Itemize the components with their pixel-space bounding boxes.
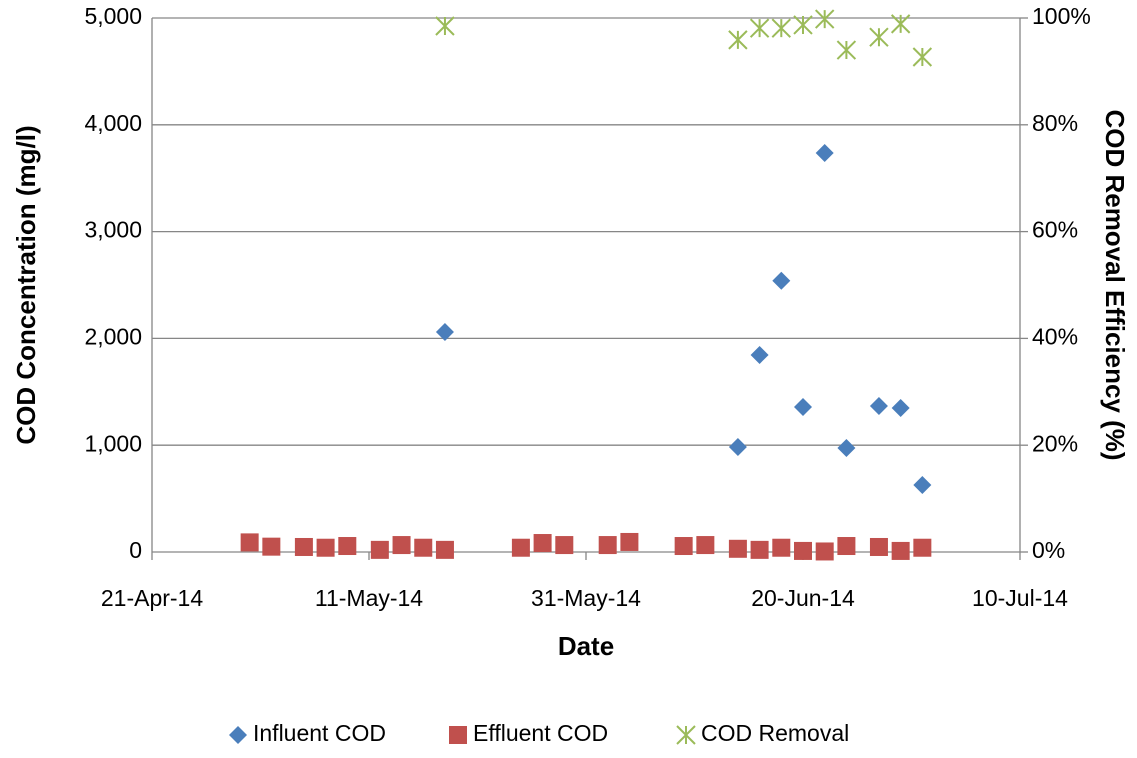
y2-tick-label: 40% <box>1032 323 1078 349</box>
point <box>392 536 411 555</box>
point <box>435 322 454 341</box>
point <box>794 541 812 560</box>
x-axis-title: Date <box>558 631 614 661</box>
point <box>240 533 259 552</box>
point <box>674 537 693 556</box>
y2-tick-label: 100% <box>1032 3 1091 29</box>
point <box>696 536 715 555</box>
point <box>620 532 639 551</box>
y2-tick-label: 80% <box>1032 110 1078 136</box>
point <box>912 47 933 67</box>
point <box>772 538 791 557</box>
point <box>837 438 856 457</box>
point <box>749 18 770 38</box>
point <box>555 536 574 555</box>
point <box>316 538 335 557</box>
point <box>793 15 813 35</box>
x-tick-label: 31-May-14 <box>531 585 641 611</box>
point <box>869 397 888 416</box>
point <box>814 9 835 29</box>
point <box>890 14 911 34</box>
point <box>891 541 910 560</box>
x-tick-label: 10-Jul-14 <box>972 585 1068 611</box>
point <box>869 27 889 47</box>
point <box>728 30 748 50</box>
y2-tick-label: 60% <box>1032 217 1078 243</box>
x-tick-label: 21-Apr-14 <box>101 585 203 611</box>
y-tick-label: 0 <box>129 537 142 563</box>
y-tick-label: 3,000 <box>84 217 142 243</box>
point <box>533 534 552 553</box>
legend-label: Influent COD <box>253 720 386 746</box>
point <box>891 399 910 418</box>
y-tick-label: 4,000 <box>84 110 142 136</box>
x-tick-label: 20-Jun-14 <box>751 585 855 611</box>
point <box>750 540 769 559</box>
legend-marker <box>676 725 696 745</box>
y2-tick-label: 0% <box>1032 537 1065 563</box>
point <box>836 40 857 60</box>
point <box>815 542 834 561</box>
point <box>913 476 932 495</box>
legend-marker <box>229 726 247 744</box>
y2-tick-label: 20% <box>1032 430 1078 456</box>
point <box>771 18 792 38</box>
point <box>815 143 834 162</box>
point <box>750 345 769 364</box>
y-tick-label: 5,000 <box>84 3 142 29</box>
point <box>794 397 812 416</box>
point <box>435 540 454 559</box>
point <box>262 537 281 556</box>
point <box>869 537 888 556</box>
legend-label: Effluent COD <box>473 720 608 746</box>
point <box>728 539 747 558</box>
point <box>598 536 617 555</box>
point <box>772 271 791 290</box>
y-tick-label: 1,000 <box>84 430 142 456</box>
x-tick-label: 11-May-14 <box>315 585 423 611</box>
legend-label: COD Removal <box>701 720 849 746</box>
point <box>728 438 747 457</box>
point <box>294 537 313 556</box>
point <box>370 540 389 559</box>
y2-axis-title: COD Removal Efficiency (%) <box>1100 109 1130 460</box>
point <box>338 537 357 556</box>
point <box>837 537 856 556</box>
point <box>511 538 530 557</box>
y-tick-label: 2,000 <box>84 323 142 349</box>
point <box>913 538 932 557</box>
point <box>435 16 455 36</box>
legend-marker <box>449 726 467 744</box>
y-axis-title: COD Concentration (mg/l) <box>11 125 41 444</box>
point <box>414 538 433 557</box>
